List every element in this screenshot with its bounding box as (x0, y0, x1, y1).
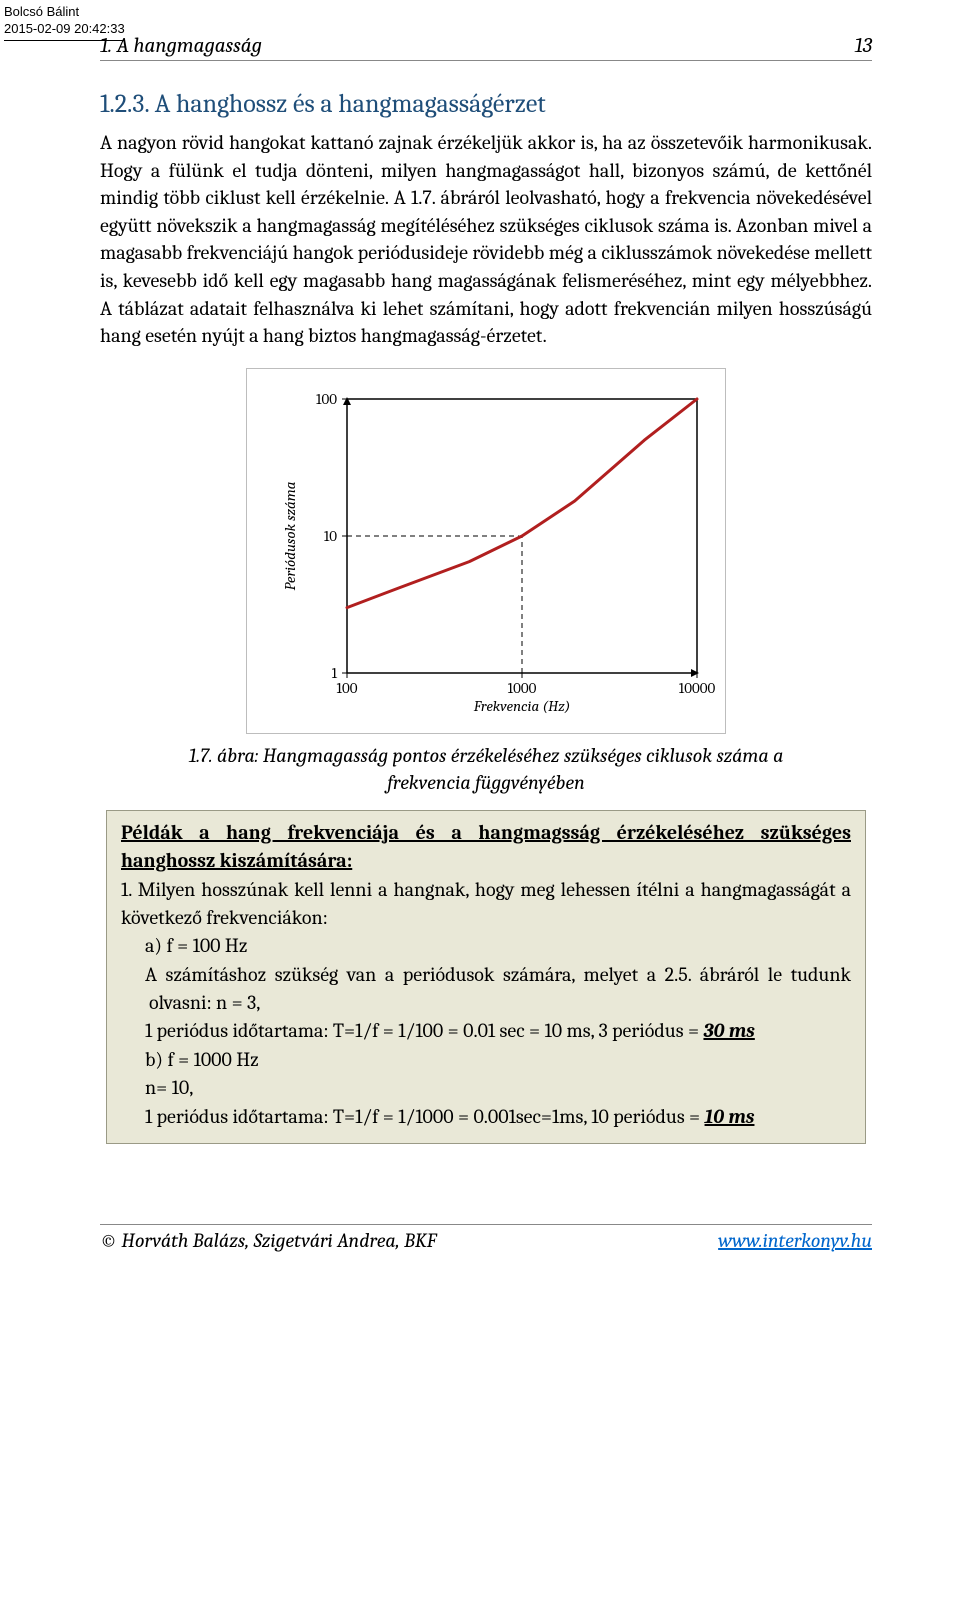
example-title: Példák a hang frekvenciája és a hangmags… (121, 821, 851, 872)
example-b-result: 10 ms (705, 1105, 755, 1128)
watermark-name: Bolcsó Bálint (4, 4, 125, 21)
page-number: 13 (855, 34, 873, 58)
footer-link[interactable]: www.interkonyv.hu (718, 1229, 872, 1252)
watermark-timestamp: 2015-02-09 20:42:33 (4, 21, 125, 38)
example-b-line2: 1 periódus időtartama: T=1/f = 1/1000 = … (121, 1103, 851, 1131)
svg-text:10000: 10000 (679, 679, 715, 697)
example-a-label: a) f = 100 Hz (121, 932, 851, 960)
figure-caption: 1.7. ábra: Hangmagasság pontos érzékelés… (160, 742, 812, 796)
example-a-line2: 1 periódus időtartama: T=1/f = 1/100 = 0… (121, 1017, 851, 1045)
svg-text:10: 10 (324, 527, 337, 545)
page-footer: © Horváth Balázs, Szigetvári Andrea, BKF… (100, 1224, 872, 1252)
body-paragraph: A nagyon rövid hangokat kattanó zajnak é… (100, 129, 872, 350)
footer-credit: © Horváth Balázs, Szigetvári Andrea, BKF (100, 1229, 437, 1252)
example-a-line1: A számításhoz szükség van a periódusok s… (121, 961, 851, 1018)
chart-figure: 110100100100010000Frekvencia (Hz)Periódu… (246, 368, 726, 734)
svg-text:Frekvencia (Hz): Frekvencia (Hz) (473, 697, 571, 715)
watermark: Bolcsó Bálint 2015-02-09 20:42:33 (4, 4, 125, 41)
svg-text:1000: 1000 (508, 679, 537, 697)
example-b-line1: n= 10, (121, 1074, 851, 1102)
svg-text:100: 100 (337, 679, 358, 697)
svg-text:100: 100 (316, 390, 337, 408)
section-number: 1.2.3. (100, 89, 149, 119)
running-header: 1. A hangmagasság 13 (100, 34, 872, 61)
example-a-result: 30 ms (703, 1019, 754, 1042)
section-title-text: A hanghossz és a hangmagasságérzet (155, 89, 546, 119)
example-b-label: b) f = 1000 Hz (121, 1046, 851, 1074)
section-heading: 1.2.3. A hanghossz és a hangmagasságérze… (100, 89, 872, 119)
example-intro: 1. Milyen hosszúnak kell lenni a hangnak… (121, 876, 851, 933)
chart-svg: 110100100100010000Frekvencia (Hz)Periódu… (257, 383, 715, 723)
example-box: Példák a hang frekvenciája és a hangmags… (106, 810, 866, 1144)
svg-text:Periódusok száma: Periódusok száma (281, 481, 299, 590)
